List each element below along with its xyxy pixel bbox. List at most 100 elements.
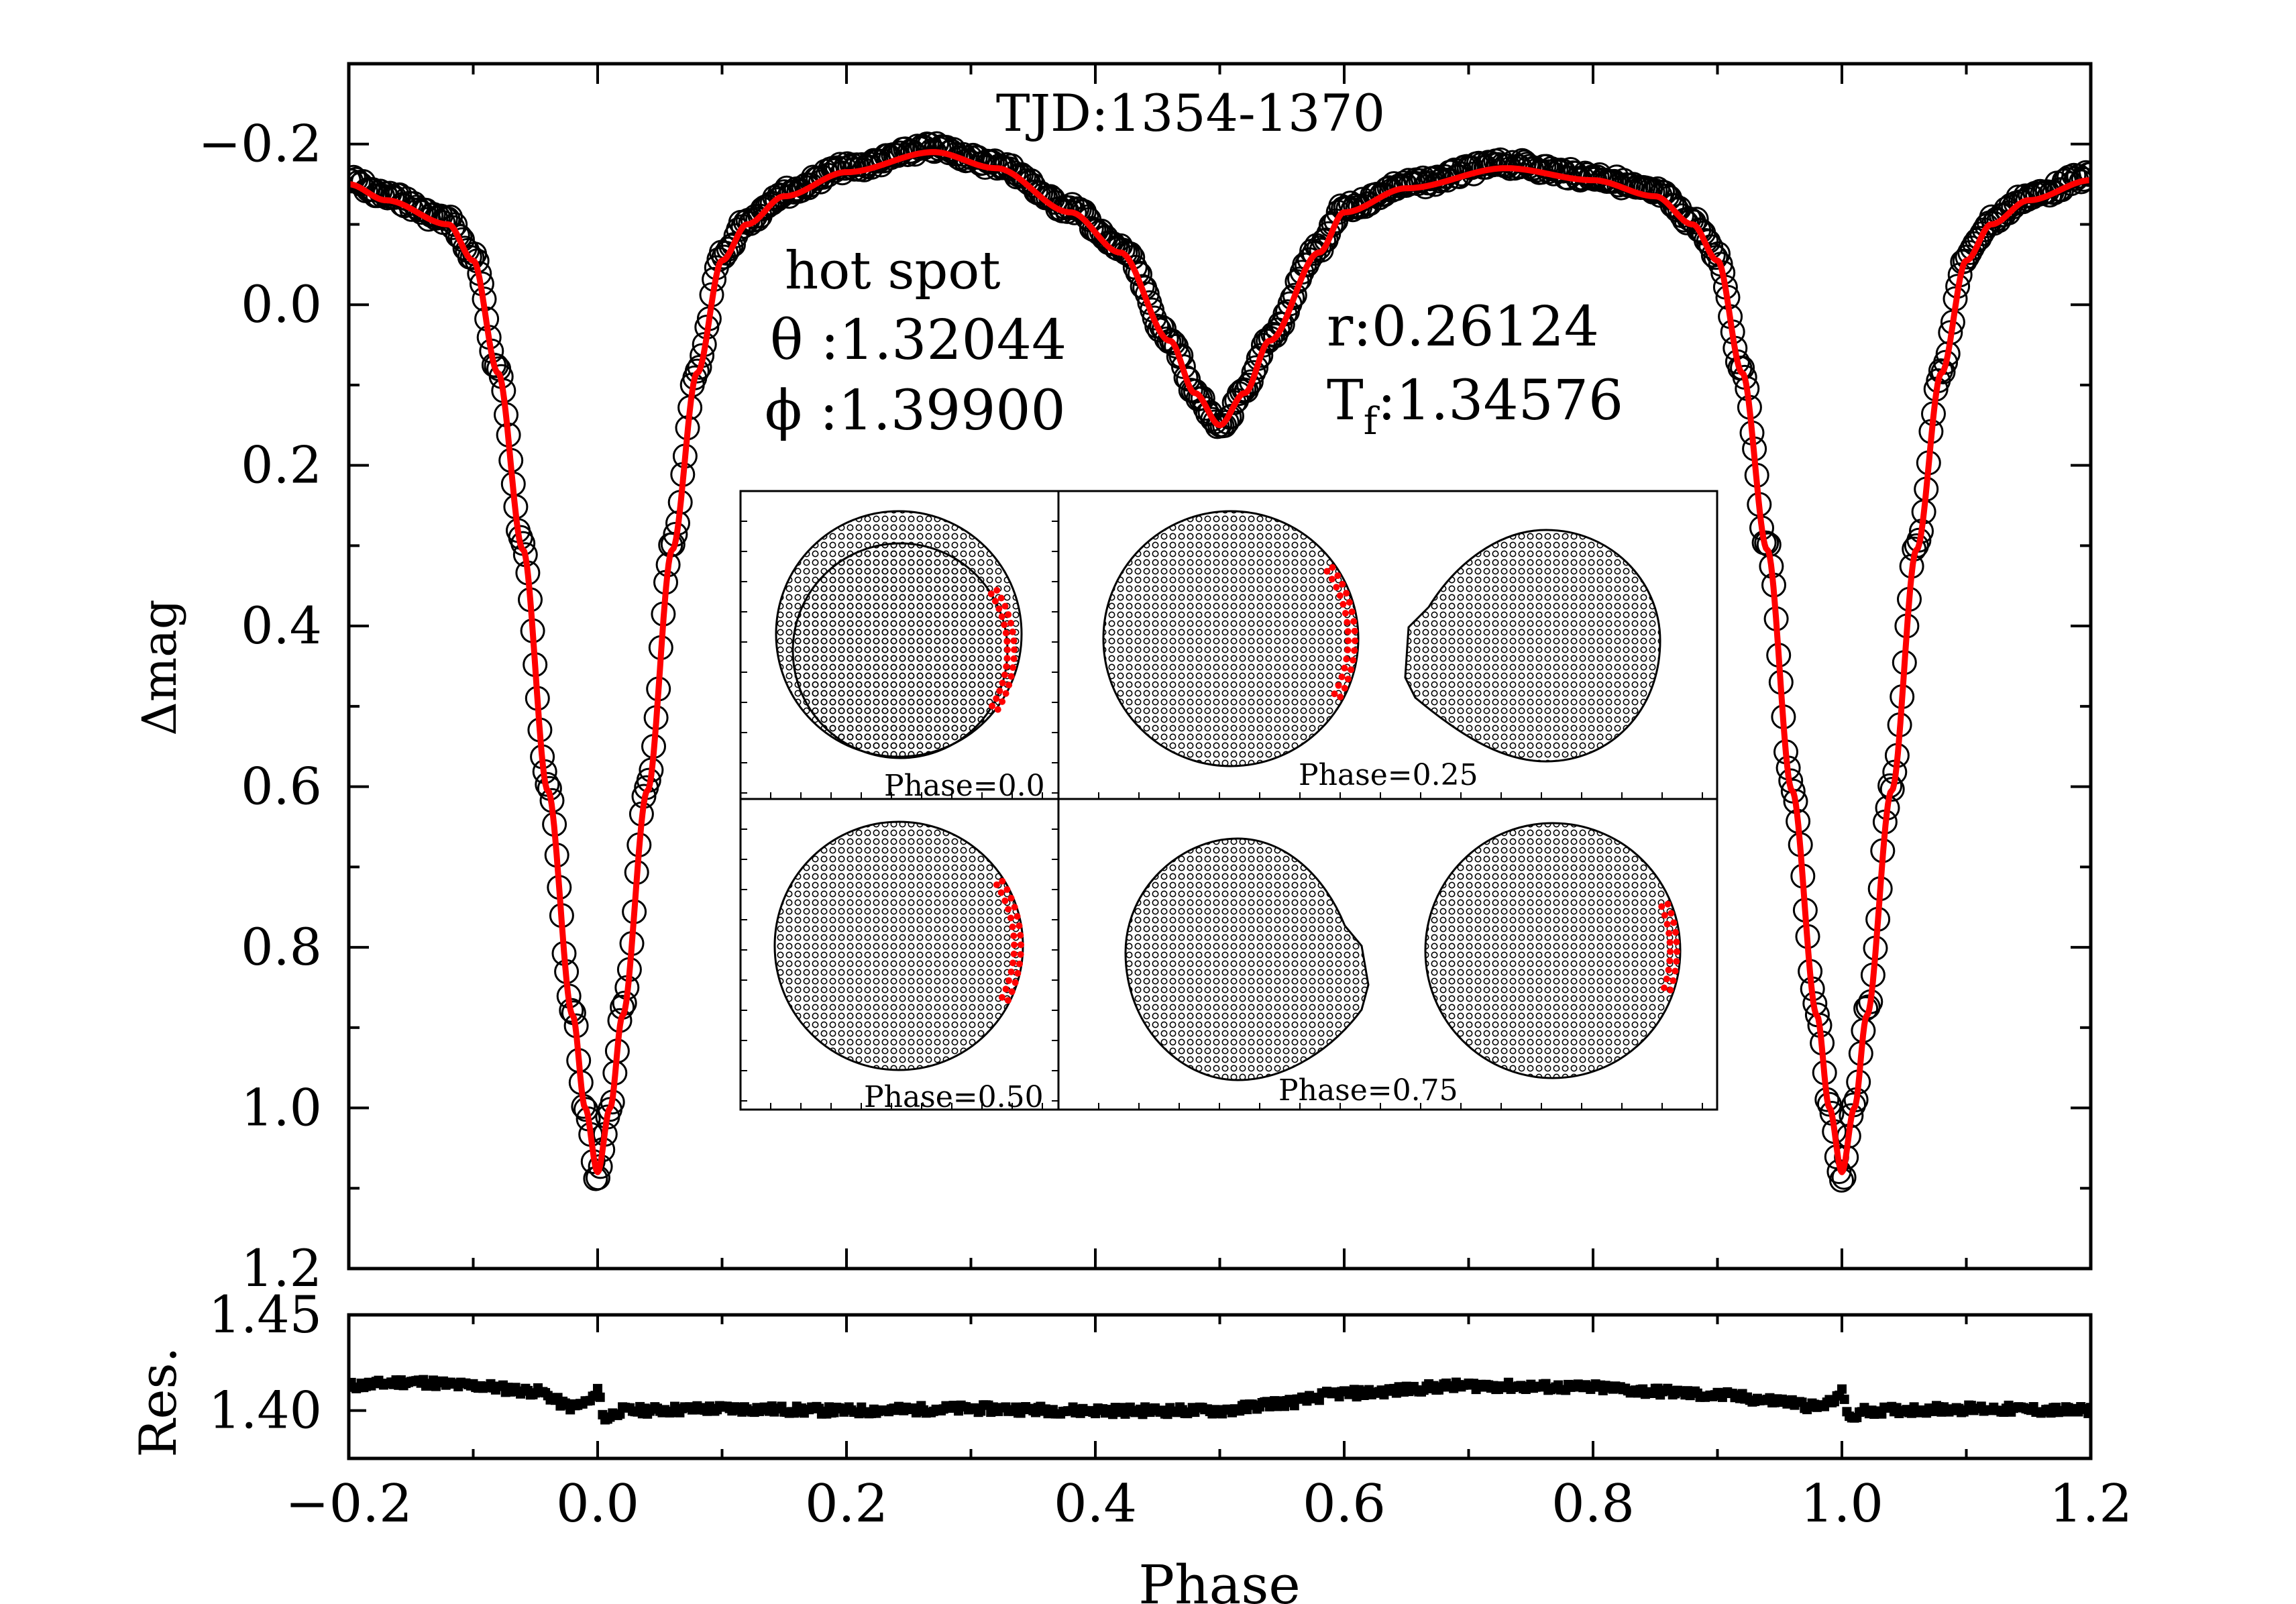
residual-point [2083,1408,2091,1418]
inset-phase-025-label: Phase=0.25 [1299,758,1478,792]
spot-dot [1328,576,1335,583]
spot-dot [1337,693,1344,700]
spot-dot [996,687,1003,694]
spot-dot [1346,598,1353,606]
spot-dot [1012,979,1019,986]
observed-point [1703,245,1729,270]
res-y-tick-label: 1.40 [209,1381,322,1440]
spot-dot [1350,618,1358,625]
spot-dot [1014,913,1021,920]
spot-dot [1674,948,1680,955]
spot-dot [1002,629,1009,637]
primary-star-disk [1102,510,1360,767]
spot-dot [1002,985,1009,993]
spot-dot [999,877,1006,885]
spot-dot [1665,966,1672,973]
model-fit-line [349,149,2091,1175]
observed-point [1161,330,1187,356]
inset-tick-marks [741,521,1703,1110]
observed-point [1282,282,1307,308]
observed-point [1190,386,1215,411]
spot-dot [1348,666,1355,674]
inset-phase-050-label: Phase=0.50 [864,1080,1044,1114]
spot-dot [1341,664,1348,672]
spot-dot [1663,920,1671,928]
observed-point [1238,369,1264,394]
observed-point [1306,235,1331,261]
spot-dot [1351,627,1358,635]
observed-point [1258,325,1283,351]
spot-dot [1003,663,1010,670]
tf-label: Tf:1.34576 [1327,369,1623,443]
main-y-axis-label: Δmag [132,599,187,735]
main-y-tick-labels: −0.2 0.0 0.2 0.4 0.6 0.8 1.0 1.2 [198,114,322,1298]
spot-dot [1003,638,1011,645]
residual-point [1839,1394,1849,1404]
spot-dot [1335,682,1342,689]
spot-dot [1007,894,1015,902]
spot-dot [1348,608,1356,615]
hot-spot-phase-050 [993,877,1024,1004]
observed-point [447,224,473,250]
x-tick-label: 1.2 [2049,1474,2132,1534]
spot-dot [1323,568,1331,575]
observed-point [1054,199,1080,224]
spot-dot [1673,958,1680,965]
spot-dot [1672,967,1679,975]
spot-dot [991,598,999,605]
spot-dot [1009,959,1017,967]
x-tick-label: 0.0 [556,1474,639,1534]
spot-dot [1005,611,1012,619]
spot-dot [1658,903,1665,910]
spot-dot [993,881,1000,888]
residual-point [593,1383,602,1393]
spot-dot [1661,912,1668,919]
x-tick-label: 0.4 [1054,1474,1137,1534]
residual-series [349,1375,2091,1425]
spot-dot [997,594,1005,602]
residual-axis-ticks [347,1314,2092,1458]
spot-dot [1672,928,1679,936]
phi-label: ϕ :1.39900 [765,379,1066,443]
residual-y-tick-labels: 1.40 1.45 [209,1285,322,1440]
spot-dot [1670,919,1678,926]
spot-dot [997,889,1005,896]
spot-dot [1663,975,1670,983]
tf-value: :1.34576 [1377,369,1623,433]
x-tick-label: 0.2 [805,1474,888,1534]
spot-dot [1005,682,1013,689]
inset-phase-050-panel: Phase=0.50 [773,820,1044,1114]
spot-dot [1011,646,1018,653]
theta-label: θ :1.32044 [770,309,1067,372]
hot-spot-title: hot spot [785,241,1001,301]
chart-title: TJD:1354-1370 [996,83,1385,143]
spot-dot [1344,676,1352,683]
spot-dot [1001,672,1008,678]
spot-dot [1001,602,1009,610]
hot-spot-phase-0 [987,586,1018,713]
spot-dot [1010,932,1018,939]
spot-dot [1010,655,1018,662]
y-tick-label: 0.4 [241,596,322,655]
observed-point [2069,169,2091,195]
spot-dot [1661,984,1668,992]
spot-dot [1336,592,1344,599]
spot-dot [1667,986,1674,994]
spot-dot [1005,977,1012,984]
spot-dot [987,590,995,598]
spot-dot [1666,957,1674,965]
spot-dot [1001,897,1009,904]
secondary-star-teardrop [1124,837,1370,1081]
inset-phase-075-panel: Phase=0.75 [1124,822,1682,1108]
spot-dot [1342,610,1349,617]
spot-dot [1009,664,1017,672]
observed-point [1643,178,1668,203]
observed-point [1173,365,1199,390]
spot-dot [998,994,1005,1001]
hot-spot-phase-075 [1658,900,1680,994]
spot-dot [1004,997,1012,1004]
inset-phase-0-label: Phase=0.0 [884,769,1045,803]
observed-point [484,353,509,378]
spot-dot [1338,674,1346,680]
observed-point [2078,162,2091,187]
